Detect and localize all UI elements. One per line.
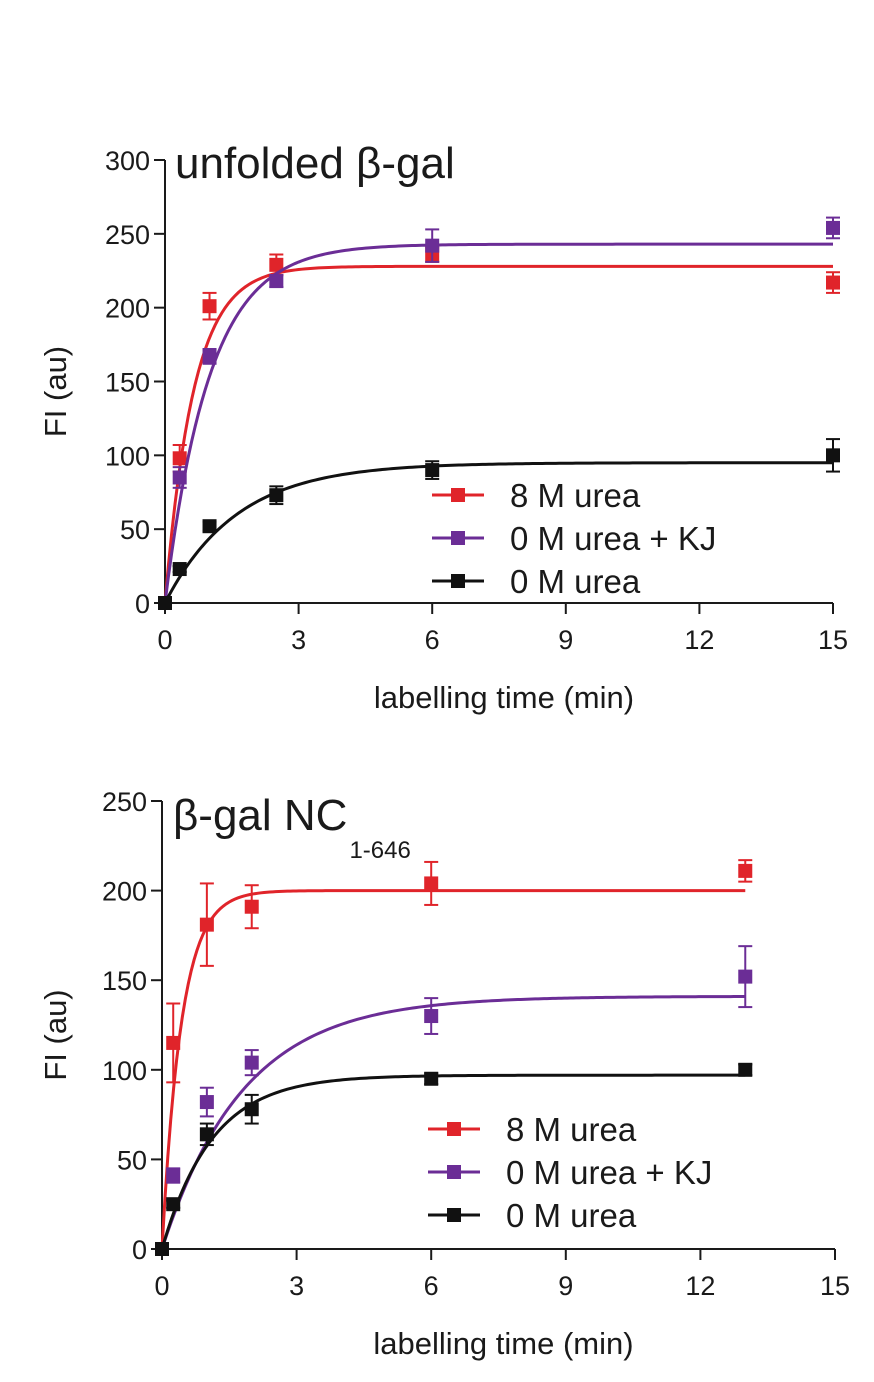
data-point (425, 463, 440, 478)
fit-curve-series-0 (160, 889, 746, 1250)
data-point (269, 488, 284, 503)
data-point (202, 519, 217, 534)
data-point (269, 257, 284, 272)
chart-panel-nc: 0 50 100 150 200 250 0 3 6 9 12 15 labelling time (m… (38, 787, 850, 1361)
y-tick-label: 200 (102, 877, 147, 907)
data-point (172, 562, 187, 577)
x-tick-label: 6 (425, 625, 440, 655)
fit-curve-series-2 (160, 1073, 746, 1250)
fit-curve-series-2 (163, 461, 833, 604)
legend-marker (447, 1208, 461, 1222)
data-point (424, 1071, 439, 1086)
x-tick-label: 9 (558, 625, 573, 655)
x-tick-label: 12 (685, 1271, 715, 1301)
x-tick-label: 0 (157, 625, 172, 655)
chart-title: unfolded β-gal (175, 139, 455, 188)
y-tick-label: 0 (135, 589, 150, 619)
data-point (155, 1242, 169, 1256)
data-point (199, 1095, 214, 1110)
data-point (269, 274, 284, 289)
x-tick-label: 15 (820, 1271, 850, 1301)
x-tick-label: 6 (424, 1271, 439, 1301)
data-point (166, 1168, 181, 1183)
data-point (738, 1062, 753, 1077)
legend-marker (451, 488, 465, 502)
legend-label: 0 M urea (510, 563, 641, 600)
x-tick-label: 3 (289, 1271, 304, 1301)
data-point (424, 1009, 439, 1024)
data-point (424, 876, 439, 891)
y-tick-label: 150 (102, 966, 147, 996)
data-point (826, 275, 840, 290)
x-axis-label: labelling time (min) (373, 1326, 633, 1361)
data-point (158, 596, 172, 610)
legend-marker (451, 531, 465, 545)
data-point (738, 863, 753, 878)
legend-label: 8 M urea (510, 477, 641, 514)
y-tick-label: 100 (102, 1056, 147, 1086)
fit-curve-series-0 (163, 264, 833, 604)
data-point (202, 349, 217, 364)
y-tick-label: 200 (105, 294, 150, 324)
legend-label: 0 M urea (506, 1197, 637, 1234)
x-tick-label: 3 (291, 625, 306, 655)
data-point (202, 299, 217, 314)
data-point (244, 1055, 259, 1070)
y-tick-label: 50 (117, 1145, 147, 1175)
fit-curve-series-1 (163, 242, 833, 604)
fit-curve-series-1 (160, 995, 746, 1250)
legend-label: 0 M urea + KJ (506, 1154, 712, 1191)
legend-marker (451, 574, 465, 588)
y-tick-label: 50 (120, 515, 150, 545)
y-tick-label: 0 (132, 1235, 147, 1265)
data-point (738, 969, 753, 984)
chart-panel-unfolded: 0 50 100 150 200 250 300 0 3 6 9 12 15 labelling time… (38, 139, 848, 715)
y-tick-label: 250 (102, 787, 147, 817)
x-tick-label: 0 (154, 1271, 169, 1301)
chart-title: β-gal NC (173, 791, 347, 840)
data-point (199, 1127, 214, 1142)
data-point (172, 451, 187, 466)
y-axis-label: FI (au) (38, 346, 73, 437)
data-point (199, 917, 214, 932)
data-point (166, 1035, 181, 1050)
x-tick-label: 15 (818, 625, 848, 655)
x-tick-label: 12 (684, 625, 714, 655)
y-tick-label: 250 (105, 220, 150, 250)
y-axis-label: FI (au) (38, 989, 73, 1080)
legend-marker (447, 1165, 461, 1179)
data-point (244, 1102, 259, 1117)
data-point (172, 470, 187, 485)
chart-title-subscript: 1-646 (349, 837, 410, 864)
y-tick-label: 300 (105, 146, 150, 176)
data-point (244, 899, 259, 914)
data-point (425, 238, 440, 253)
data-point (166, 1197, 181, 1212)
data-point (826, 220, 840, 235)
y-tick-label: 150 (105, 368, 150, 398)
legend-label: 0 M urea + KJ (510, 520, 716, 557)
legend-label: 8 M urea (506, 1111, 637, 1148)
y-tick-label: 100 (105, 441, 150, 471)
x-axis-label: labelling time (min) (374, 680, 634, 715)
data-point (826, 448, 840, 463)
x-tick-label: 9 (558, 1271, 573, 1301)
legend-marker (447, 1122, 461, 1136)
